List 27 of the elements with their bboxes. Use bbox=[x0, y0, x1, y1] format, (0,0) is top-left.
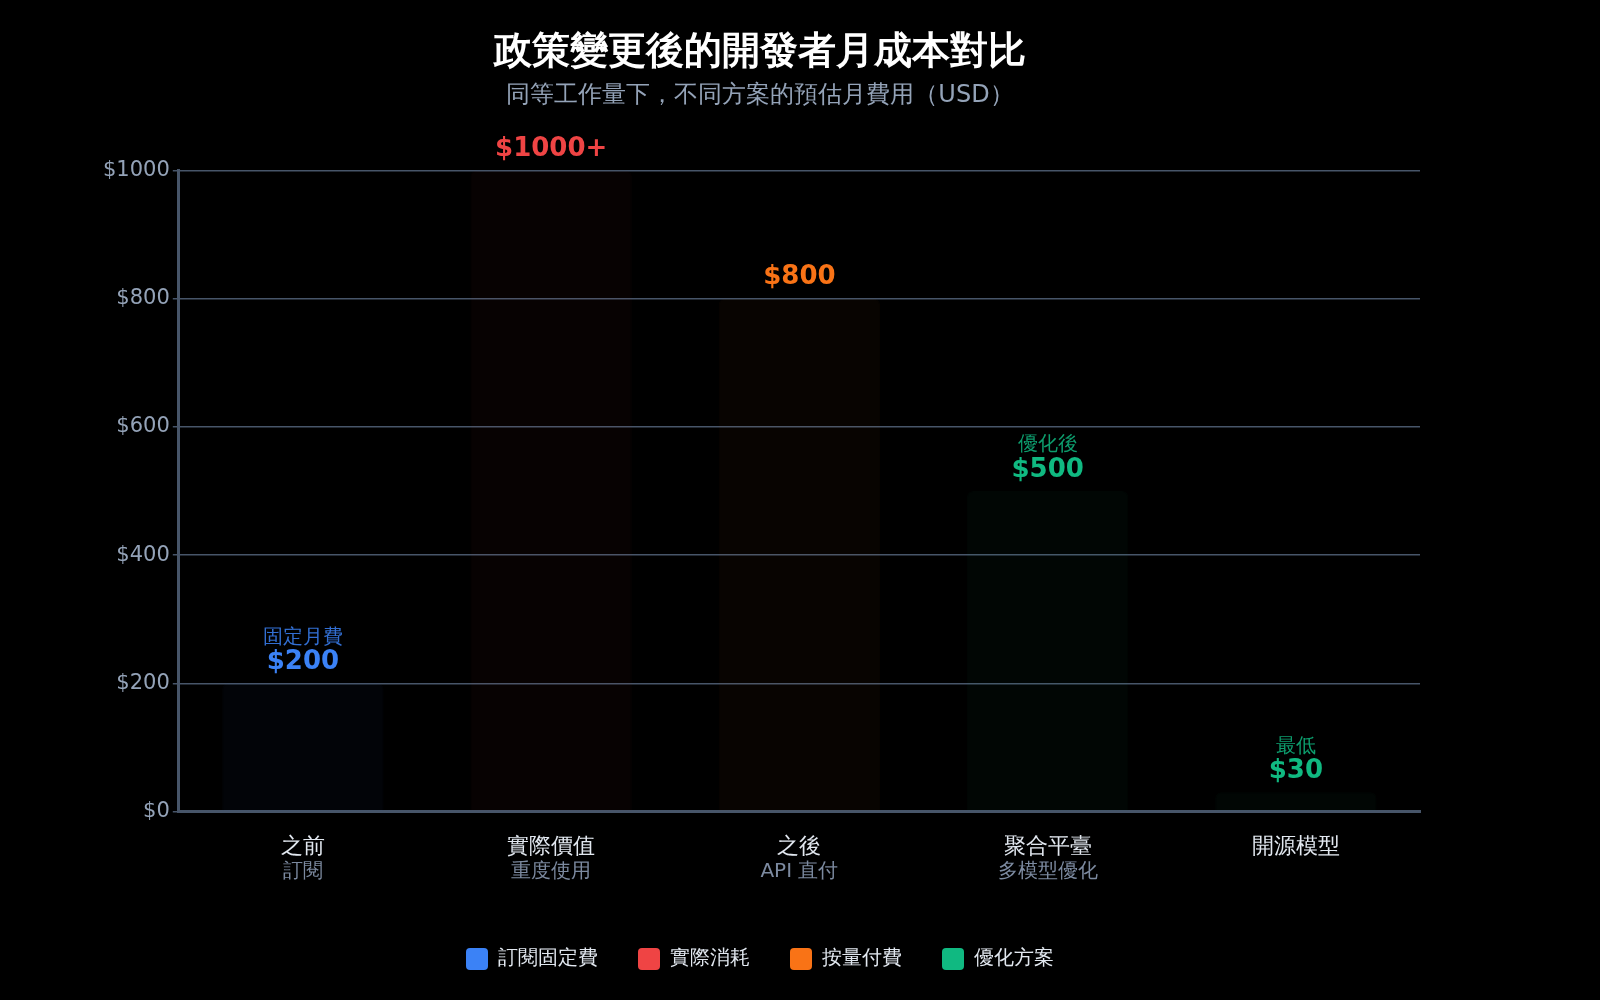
chart-subtitle: 同等工作量下，不同方案的預估月費用（USD） bbox=[506, 80, 1014, 109]
y-tick-label: $1000 bbox=[102, 156, 170, 181]
annotation: 固定月費 bbox=[262, 623, 343, 648]
text: 重度使用 bbox=[511, 857, 592, 882]
x-tick-label: 開源模型 bbox=[1251, 832, 1340, 858]
y-tick-label: $400 bbox=[116, 541, 170, 566]
legend-label: 實際消耗 bbox=[670, 945, 750, 970]
annotation: 最低 bbox=[1275, 732, 1316, 757]
data-label: $30 bbox=[1268, 754, 1324, 785]
data-label: $800 bbox=[763, 260, 836, 291]
text: API 直付 bbox=[760, 857, 839, 882]
legend-label: 優化方案 bbox=[974, 945, 1054, 970]
x-tick-label: 之後 bbox=[777, 832, 822, 858]
x-tick-label: 實際價值 bbox=[507, 832, 596, 858]
chart-title: 政策變更後的開發者月成本對比 bbox=[493, 27, 1026, 72]
legend-label: 按量付費 bbox=[822, 945, 902, 970]
text: 訂閱 bbox=[282, 857, 323, 882]
legend-label: 訂閱固定費 bbox=[498, 945, 598, 970]
text: 多模型優化 bbox=[997, 857, 1098, 882]
y-tick-label: $600 bbox=[116, 413, 170, 438]
y-tick-label: $200 bbox=[116, 669, 170, 694]
data-label: $200 bbox=[266, 645, 340, 676]
y-tick-label: $800 bbox=[116, 285, 170, 310]
y-tick-label: $0 bbox=[143, 798, 170, 823]
data-label: $1000+ bbox=[495, 132, 608, 163]
x-tick-label: 聚合平臺 bbox=[1003, 832, 1092, 858]
x-tick-label: 之前 bbox=[280, 832, 325, 858]
